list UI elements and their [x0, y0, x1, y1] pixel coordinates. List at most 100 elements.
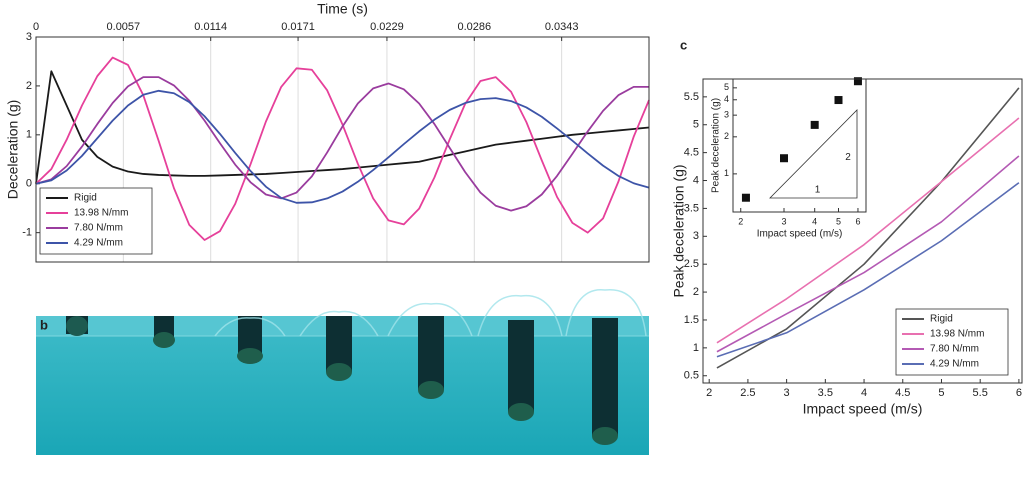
x-tick-label: 4.5	[895, 387, 910, 399]
panel-label: c	[680, 37, 687, 52]
x-tick-label: 4	[812, 216, 817, 226]
y-tick-label: 1.5	[684, 314, 699, 326]
legend: Rigid 13.98 N/mm 7.80 N/mm 4.29 N/mm	[39, 187, 153, 255]
chart-2: 2 3 4 5 6 1 2 3 4 5 Impact speed (m/s) Peak deceler…	[711, 77, 867, 240]
y-tick-label: -1	[22, 227, 32, 239]
x-tick-label: 0.0171	[281, 21, 315, 33]
x-tick-label: 3.5	[818, 387, 833, 399]
point	[853, 77, 862, 86]
x-tick-label: 0.0114	[194, 21, 227, 33]
splash	[477, 294, 563, 337]
legend: Rigid 13.98 N/mm 7.80 N/mm 4.29 N/mm	[895, 308, 1009, 376]
plot-area	[733, 79, 866, 212]
probe	[592, 318, 618, 436]
y-tick-label: 2	[26, 80, 32, 92]
x-axis-label: Time (s)	[317, 1, 368, 17]
series-line	[35, 70, 650, 184]
point	[780, 154, 789, 163]
x-tick-label: 2	[738, 216, 743, 226]
probe-tip	[592, 427, 618, 445]
panel-label: b	[40, 317, 48, 332]
probe-tip	[508, 403, 534, 421]
legend-label: Rigid	[74, 193, 97, 204]
probe-tip	[326, 363, 352, 381]
x-tick-label: 0.0057	[107, 21, 141, 33]
legend-label: 13.98 N/mm	[74, 208, 128, 219]
y-tick-label: 2	[724, 131, 729, 141]
point	[741, 193, 750, 202]
x-tick-label: 2.5	[740, 387, 755, 399]
x-tick-label: 0.0229	[370, 21, 404, 33]
y-tick-label: 0.5	[684, 370, 699, 382]
y-tick-label: 1	[724, 168, 729, 178]
x-tick-label: 0	[33, 21, 39, 33]
y-tick-label: 3.5	[684, 202, 699, 214]
x-tick-label: 2	[706, 387, 712, 399]
probe	[418, 316, 444, 390]
y-axis-label: Peak deceleration (g)	[671, 164, 687, 297]
point	[810, 120, 819, 129]
series-line	[716, 87, 1020, 369]
x-tick-label: 3	[784, 387, 790, 399]
y-tick-label: 1	[693, 342, 699, 354]
x-tick-label: 0.0286	[457, 21, 491, 33]
y-tick-label: 3	[724, 110, 729, 120]
legend-label: 7.80 N/mm	[74, 223, 123, 234]
probes	[66, 316, 618, 445]
legend-label: Rigid	[930, 314, 953, 325]
y-tick-label: 5.5	[684, 91, 699, 103]
series-line	[35, 76, 649, 212]
splash	[387, 302, 473, 337]
legend-label: 7.80 N/mm	[930, 344, 979, 355]
probe	[326, 316, 352, 372]
x-tick-label: 6	[855, 216, 860, 226]
x-tick-label: 4	[861, 387, 867, 399]
plot-frame	[732, 78, 867, 213]
triangle	[769, 109, 858, 199]
y-tick-label: 4	[724, 94, 729, 104]
series-line	[716, 182, 1020, 358]
y-tick-label: 2	[693, 286, 699, 298]
slope-triangle: 21	[769, 109, 858, 199]
splashes	[214, 289, 647, 337]
y-tick-label: 3	[26, 31, 32, 43]
x-tick-label: 5.5	[973, 387, 988, 399]
x-tick-label: 3	[781, 216, 786, 226]
y-tick-label: 3	[693, 230, 699, 242]
y-tick-label: 0	[26, 178, 32, 190]
legend-label: 13.98 N/mm	[930, 329, 984, 340]
series-line	[716, 155, 1020, 353]
y-tick-label: 1	[26, 129, 32, 141]
x-tick-label: 0.0343	[545, 21, 579, 33]
y-axis-label: Peak deceleration (g)	[711, 98, 722, 193]
x-axis-label: Impact speed (m/s)	[803, 401, 923, 417]
legend-label: 4.29 N/mm	[930, 359, 979, 370]
probe-tip	[237, 348, 263, 364]
legend-label: 4.29 N/mm	[74, 238, 123, 249]
probe	[508, 320, 534, 412]
annotation: 2	[845, 152, 851, 163]
y-tick-label: 4	[693, 174, 699, 186]
y-tick-label: 5	[724, 82, 729, 92]
probe-tip	[418, 381, 444, 399]
annotation: 1	[815, 185, 821, 196]
series-line	[35, 89, 650, 204]
splash	[214, 317, 286, 337]
probe-tip	[153, 332, 175, 348]
plot-frame	[35, 36, 650, 263]
y-axis-label: Deceleration (g)	[5, 100, 21, 200]
y-tick-label: 2.5	[684, 258, 699, 270]
x-tick-label: 6	[1016, 387, 1022, 399]
splash	[299, 310, 379, 337]
y-tick-label: 5	[693, 119, 699, 131]
x-tick-label: 5	[836, 216, 841, 226]
y-tick-label: 4.5	[684, 147, 699, 159]
point	[834, 96, 843, 105]
x-axis-label: Impact speed (m/s)	[757, 229, 843, 240]
photo-panel	[36, 289, 649, 455]
chart-0: 0 0.0057 0.0114 0.0171 0.0229 0.0286 0.0343 -1 0…	[5, 1, 650, 263]
x-tick-label: 5	[938, 387, 944, 399]
splash	[565, 289, 647, 337]
